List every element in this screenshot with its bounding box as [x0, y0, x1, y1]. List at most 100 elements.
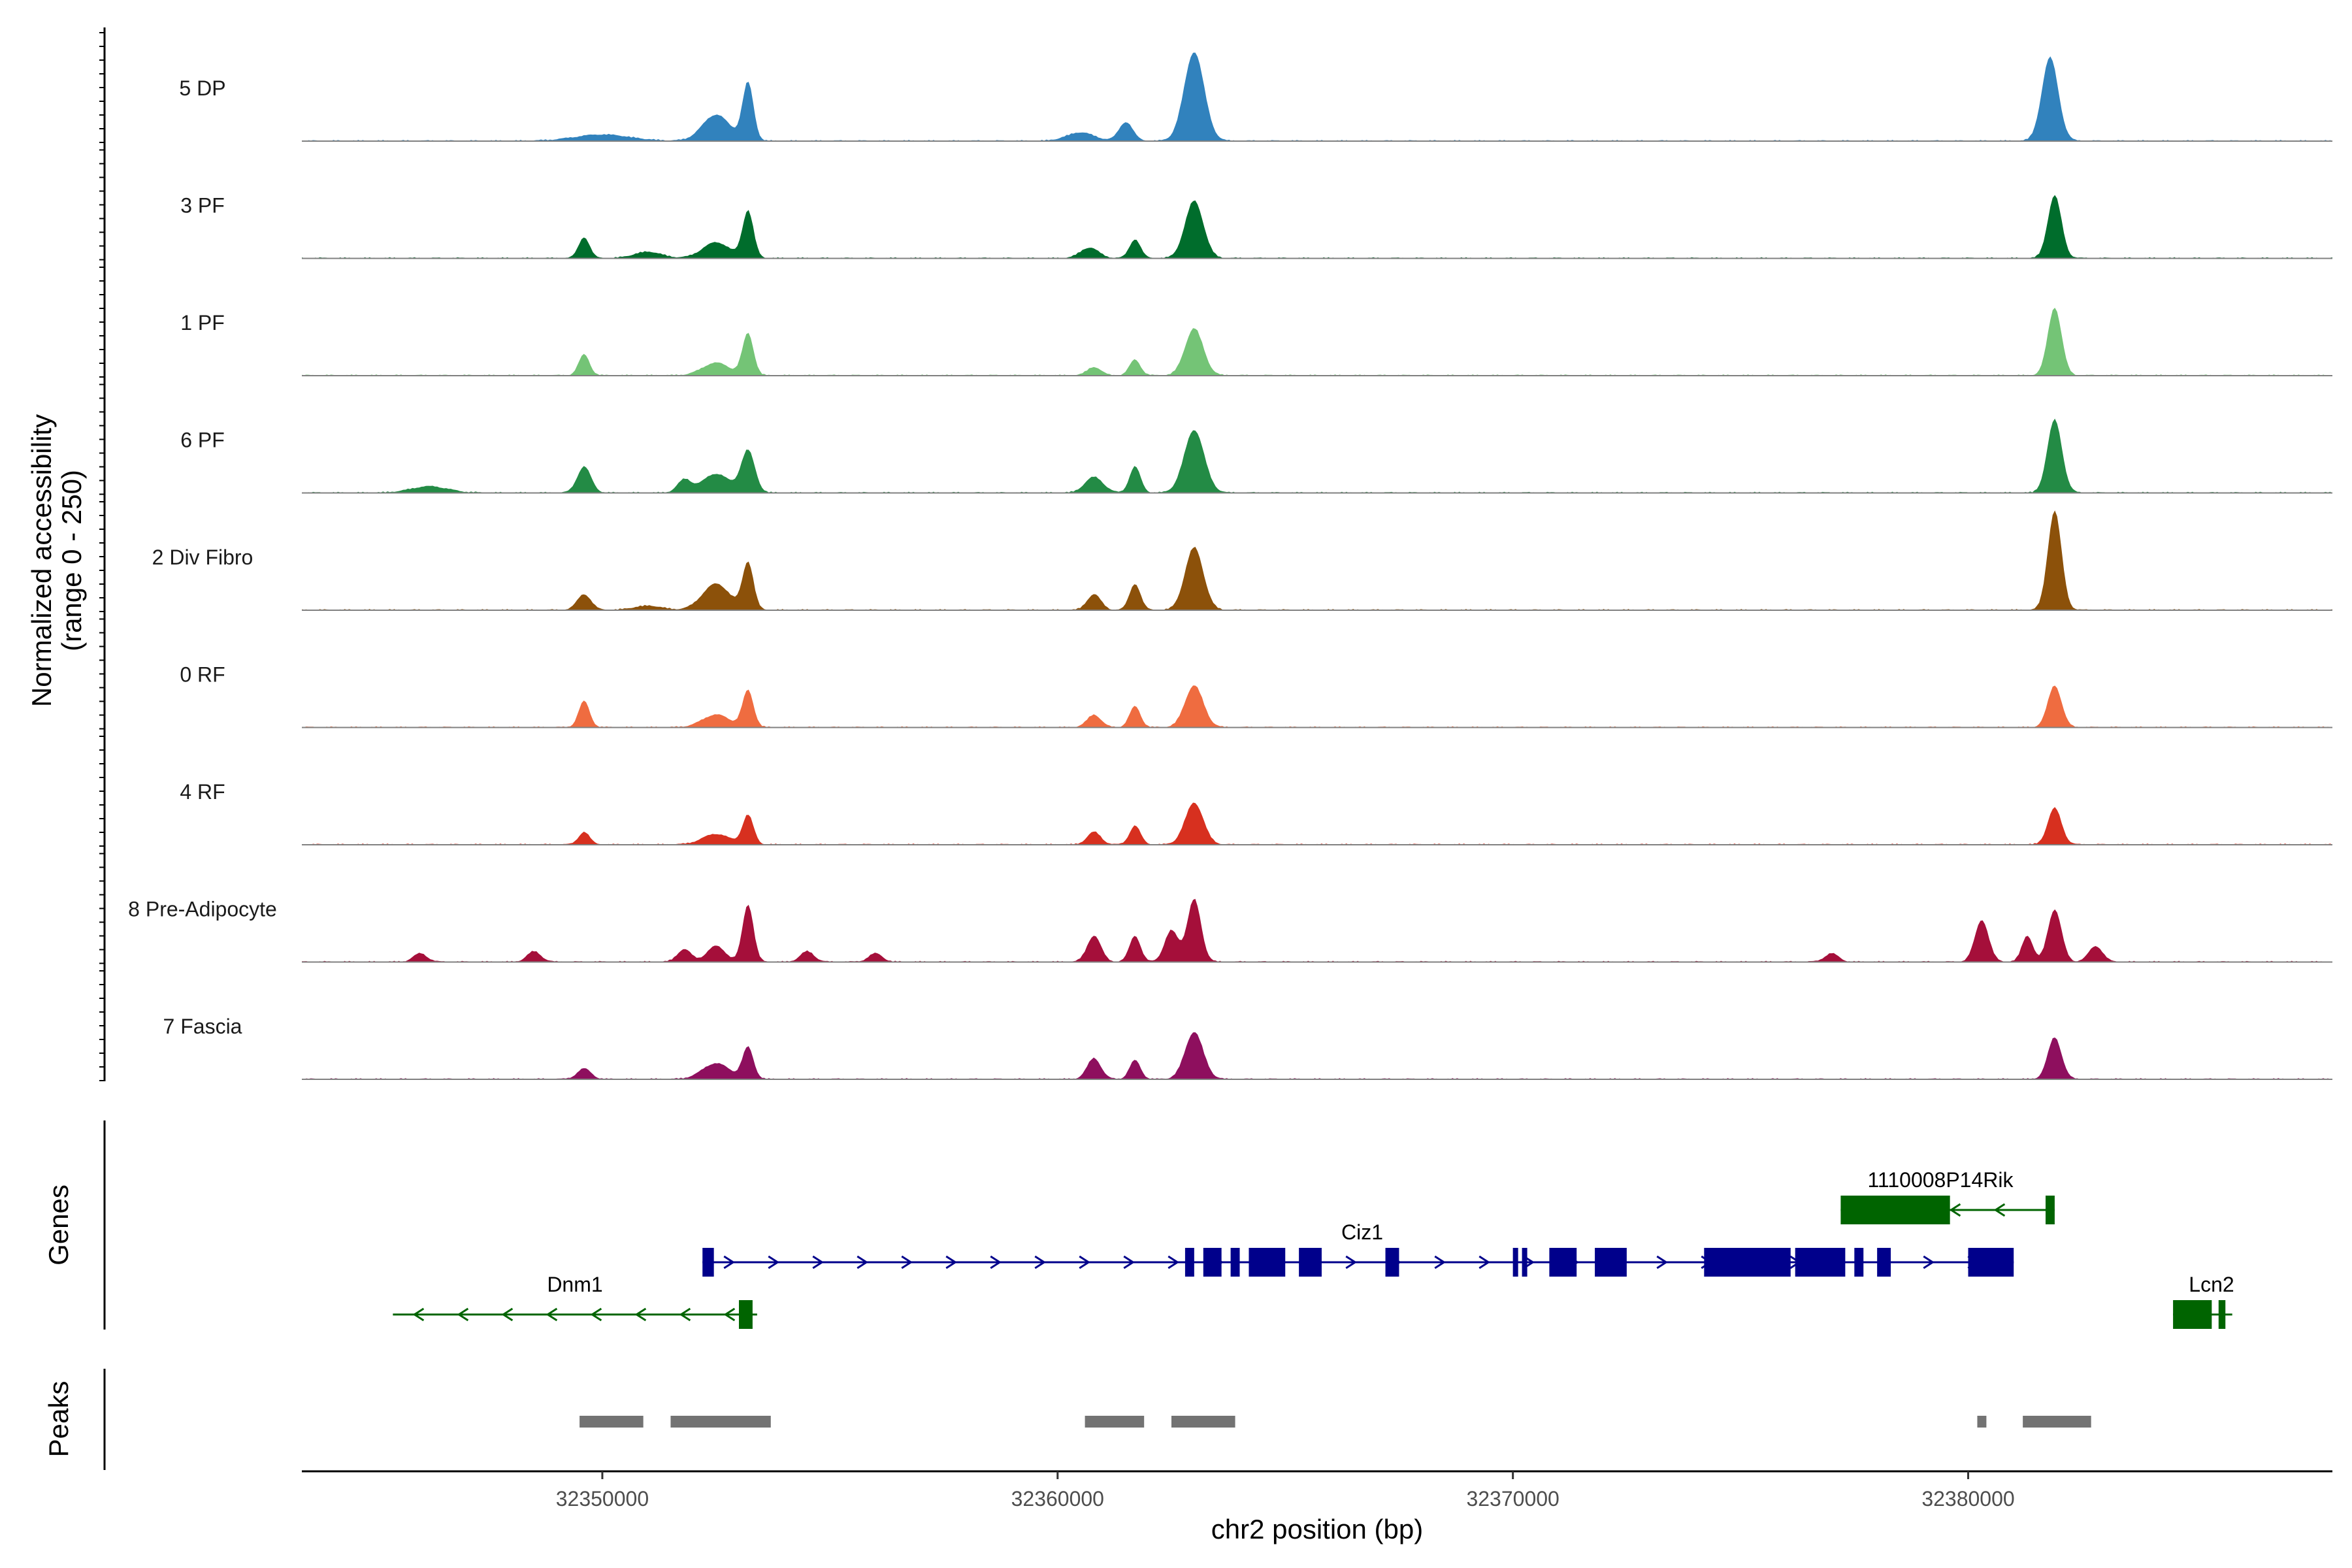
gene-exon	[1877, 1248, 1891, 1277]
coverage-area	[302, 52, 2332, 141]
gene-exon	[1230, 1248, 1240, 1277]
strand-arrow	[723, 1255, 736, 1269]
strand-arrow	[857, 1255, 869, 1269]
coverage-area	[302, 802, 2332, 845]
coverage-area	[302, 308, 2332, 376]
strand-arrow	[1345, 1255, 1358, 1269]
track-5-dp: 5 DP	[179, 52, 2332, 142]
x-tick-label: 32370000	[1466, 1487, 1559, 1511]
strand-arrow	[723, 1307, 736, 1322]
strand-arrow	[546, 1307, 558, 1322]
coverage-area	[302, 195, 2332, 259]
strand-arrow	[1434, 1255, 1446, 1269]
gene-exon	[1549, 1248, 1577, 1277]
gene-exon	[1704, 1248, 1791, 1277]
gene-exon	[1795, 1248, 1846, 1277]
gene-annotations: Ciz1 Dnm1 1110008P14Rik Lcn2	[393, 1168, 2234, 1329]
x-tick-label: 32380000	[1921, 1487, 2014, 1511]
gene-exon	[2218, 1300, 2226, 1329]
gene-exon	[702, 1248, 714, 1277]
gene-exon	[1595, 1248, 1627, 1277]
x-axis: 32350000 32360000 32370000 32380000	[556, 1471, 2015, 1511]
track-label: 2 Div Fibro	[152, 546, 253, 569]
gene-exon	[1184, 1248, 1194, 1277]
x-tick-label: 32360000	[1011, 1487, 1104, 1511]
coverage-area	[302, 510, 2332, 610]
gene-dnm1: Dnm1	[393, 1273, 757, 1329]
coverage-area	[302, 418, 2332, 493]
strand-arrow	[945, 1255, 958, 1269]
track-0-rf: 0 RF	[180, 663, 2332, 728]
genes-panel-title: Genes	[43, 1184, 74, 1266]
track-label: 3 PF	[180, 194, 225, 218]
gene-1110008p14rik: 1110008P14Rik	[1840, 1168, 2055, 1224]
peak-region	[1171, 1416, 1235, 1428]
y-axis-title: Normalized accessibility	[26, 414, 57, 707]
track-label: 5 DP	[179, 76, 225, 100]
gene-label: 1110008P14Rik	[1868, 1168, 2014, 1192]
peak-regions	[580, 1416, 2091, 1428]
gene-exon	[1385, 1248, 1399, 1277]
gene-exon	[1840, 1196, 1950, 1224]
peak-region	[580, 1416, 644, 1428]
strand-arrow	[990, 1255, 1002, 1269]
strand-arrow	[457, 1307, 469, 1322]
gene-label: Dnm1	[547, 1273, 602, 1296]
gene-lcn2: Lcn2	[2173, 1273, 2234, 1329]
x-axis-title: chr2 position (bp)	[1211, 1514, 1424, 1544]
gene-exon	[1522, 1248, 1527, 1277]
peak-region	[1977, 1416, 1987, 1428]
track-label: 1 PF	[180, 311, 225, 335]
gene-exon	[2045, 1196, 2055, 1224]
track-label: 8 Pre-Adipocyte	[128, 898, 277, 921]
gene-exon	[1512, 1248, 1518, 1277]
strand-arrow	[634, 1307, 647, 1322]
strand-arrow	[1478, 1255, 1491, 1269]
track-4-rf: 4 RF	[180, 780, 2332, 845]
track-2-div-fibro: 2 Div Fibro	[152, 510, 2332, 611]
y-axis-range: (range 0 - 250)	[56, 470, 87, 651]
peak-region	[670, 1416, 771, 1428]
gene-exon	[1249, 1248, 1286, 1277]
strand-arrow	[1079, 1255, 1091, 1269]
strand-arrow	[1923, 1255, 1935, 1269]
strand-arrow	[501, 1307, 514, 1322]
track-3-pf: 3 PF	[180, 194, 2332, 259]
strand-arrow	[768, 1255, 780, 1269]
track-label: 4 RF	[180, 780, 225, 804]
track-8-pre-adipocyte: 8 Pre-Adipocyte	[128, 898, 2332, 963]
gene-label: Ciz1	[1341, 1220, 1383, 1244]
gene-exon	[738, 1300, 753, 1329]
gene-ciz1: Ciz1	[702, 1220, 2014, 1277]
coverage-tracks: 5 DP 3 PF 1 PF 6 PF 2 Div Fibro 0 RF 4 RF 8 Pre…	[128, 52, 2332, 1080]
gene-label: Lcn2	[2189, 1273, 2234, 1296]
gene-exon	[2173, 1300, 2212, 1329]
gene-exon	[1968, 1248, 2014, 1277]
strand-arrow	[1949, 1203, 1961, 1217]
strand-arrow	[901, 1255, 913, 1269]
coverage-area	[302, 898, 2332, 962]
y-axis	[99, 27, 106, 1081]
strand-arrow	[590, 1307, 602, 1322]
coverage-area	[302, 685, 2332, 728]
peak-region	[2023, 1416, 2091, 1428]
track-6-pf: 6 PF	[180, 418, 2332, 494]
track-label: 0 RF	[180, 663, 225, 687]
strand-arrow	[679, 1307, 691, 1322]
track-label: 6 PF	[180, 429, 225, 452]
peaks-panel-title: Peaks	[43, 1381, 74, 1458]
strand-arrow	[1123, 1255, 1135, 1269]
strand-arrow	[1656, 1255, 1669, 1269]
peak-region	[1085, 1416, 1145, 1428]
x-tick-label: 32350000	[556, 1487, 649, 1511]
gene-exon	[1854, 1248, 1864, 1277]
strand-arrow	[1168, 1255, 1180, 1269]
strand-arrow	[1034, 1255, 1047, 1269]
track-label: 7 Fascia	[163, 1015, 242, 1038]
strand-arrow	[1993, 1203, 2006, 1217]
track-7-fascia: 7 Fascia	[163, 1015, 2332, 1080]
track-1-pf: 1 PF	[180, 308, 2332, 376]
gene-exon	[1299, 1248, 1322, 1277]
strand-arrow	[412, 1307, 425, 1322]
